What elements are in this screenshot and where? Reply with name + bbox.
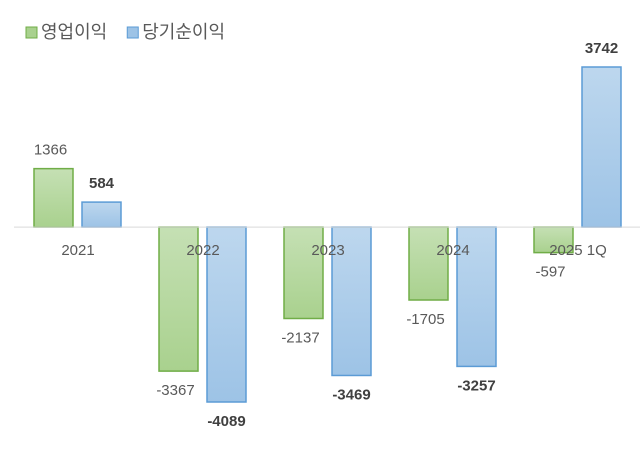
x-tick-label: 2021 [61,242,94,259]
x-tick-label: 2024 [436,242,469,259]
x-tick-label: 2023 [311,242,344,259]
value-label: 1366 [34,142,67,159]
bar [158,226,199,372]
value-label: -597 [535,264,565,281]
value-label: -3367 [156,382,194,399]
x-tick-label: 2025 1Q [549,242,607,259]
bar [408,226,449,301]
legend-label: 당기순이익 [142,22,225,42]
value-label: -3257 [457,377,495,394]
value-label: 3742 [585,40,618,57]
legend-swatch [25,26,38,39]
bar [283,226,324,320]
bar [456,226,497,368]
value-label: 584 [89,175,115,192]
value-label: -3469 [332,386,370,403]
bar [81,201,122,228]
bar [581,66,622,228]
value-label: -1705 [406,311,444,328]
bar [206,226,247,403]
legend-swatch [126,26,139,39]
x-tick-label: 2022 [186,242,219,259]
value-label: -4089 [207,413,245,430]
bar [33,167,74,228]
value-label: -2137 [281,329,319,346]
legend-label: 영업이익 [41,22,107,42]
